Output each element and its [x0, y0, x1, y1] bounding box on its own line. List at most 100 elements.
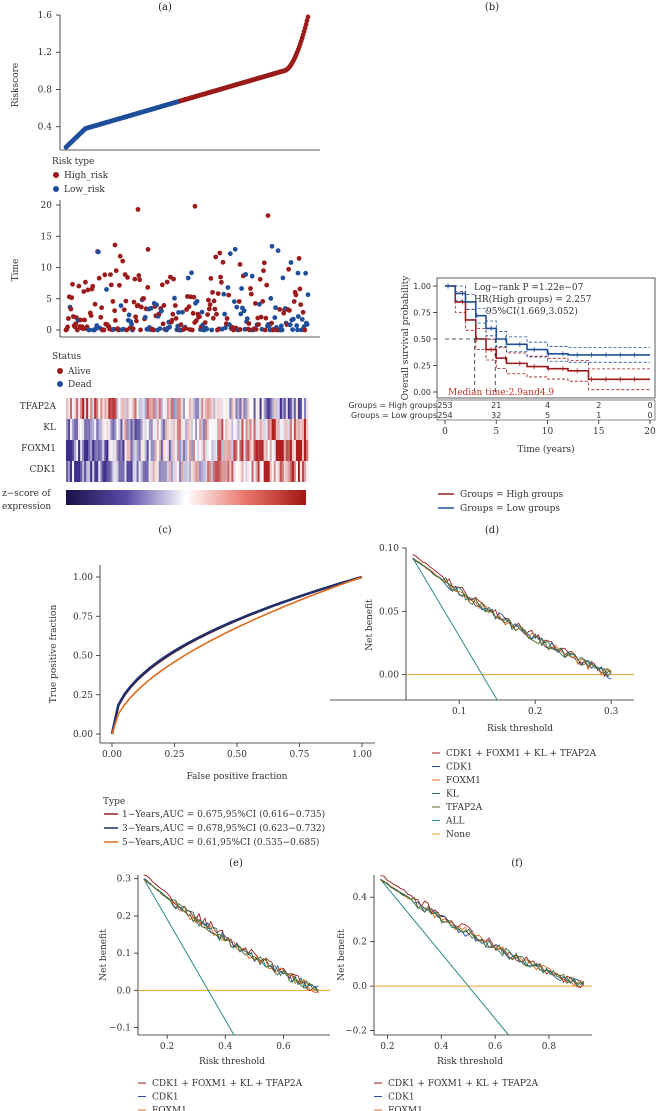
time-point — [210, 315, 216, 321]
time-point — [232, 246, 238, 252]
heatmap-cell — [239, 419, 242, 440]
heatmap-cell — [231, 398, 234, 419]
heatmap-cell — [251, 461, 254, 482]
heatmap-cell — [301, 398, 305, 419]
heatmap-cell — [299, 461, 303, 482]
heatmap-cell — [126, 461, 129, 482]
km-ci: 95%CI(1.669,3.052) — [486, 306, 578, 317]
heatmap-cell — [273, 419, 277, 440]
time-point — [197, 314, 202, 320]
heatmap-cell — [233, 419, 236, 440]
heatmap-cell — [191, 461, 194, 482]
heatmap-cell — [88, 440, 91, 461]
time-point — [136, 273, 142, 278]
time-point — [135, 207, 141, 212]
heatmap-cell — [237, 419, 240, 440]
heatmap-cell — [279, 440, 283, 461]
heatmap-cell — [275, 398, 279, 419]
time-point — [258, 314, 264, 320]
heatmap-cell — [126, 398, 129, 419]
heatmap-cell — [187, 461, 190, 482]
heatmap-cell — [176, 419, 180, 440]
risk-count: 0 — [647, 401, 652, 410]
heatmap-cell — [255, 440, 258, 461]
heatmap-cell — [88, 461, 91, 482]
heatmap-cell — [116, 419, 119, 440]
heatmap-cell — [162, 398, 166, 419]
time-point — [294, 323, 300, 328]
time-point — [296, 256, 302, 261]
heatmap-cell — [142, 440, 145, 461]
heatmap-cell — [299, 398, 303, 419]
heatmap-cell — [92, 419, 95, 440]
time-point — [118, 303, 124, 309]
dca-legend-label: ALL — [445, 817, 464, 827]
time-point — [104, 287, 109, 292]
heatmap-cell — [205, 398, 208, 419]
heatmap-cell — [142, 398, 145, 419]
heatmap-cell — [287, 440, 291, 461]
heatmap-cell — [164, 419, 168, 440]
heatmap-cell — [225, 440, 228, 461]
time-point — [99, 305, 104, 311]
heatmap-cell — [233, 398, 236, 419]
heatmap-cell — [291, 419, 295, 440]
heatmap-cell — [94, 461, 97, 482]
risk-count: 253 — [437, 401, 452, 410]
heatmap-cell — [132, 461, 135, 482]
heatmap-cell — [76, 398, 79, 419]
heatmap-cell — [80, 398, 83, 419]
heatmap-cell — [70, 398, 73, 419]
dca-all-line — [143, 878, 235, 1036]
dca-legend-label: CDK1 — [446, 763, 473, 773]
time-point — [160, 321, 166, 327]
riskscore-y-ticks: 0.4 0.8 1.2 1.6 — [38, 11, 60, 133]
heatmap-cell — [84, 461, 87, 482]
dca-legend-label: FOXM1 — [446, 776, 481, 786]
time-point — [265, 213, 271, 219]
heatmap-cell — [106, 398, 109, 419]
heatmap-cell — [180, 419, 184, 440]
time-y-tick-label: 0 — [46, 326, 52, 336]
heatmap-cell — [257, 461, 260, 482]
time-point — [69, 295, 75, 301]
heatmap-cell — [223, 419, 226, 440]
heatmap-cell — [277, 419, 281, 440]
time-point — [243, 272, 249, 277]
heatmap-cell — [253, 440, 256, 461]
heatmap-cell — [243, 419, 246, 440]
heatmap-cell — [74, 440, 77, 461]
time-point — [199, 309, 205, 315]
heatmap-cell — [267, 461, 270, 482]
time-point — [275, 248, 281, 254]
heatmap-cell — [160, 419, 164, 440]
heatmap-cell — [269, 419, 272, 440]
heatmap-cell — [104, 398, 107, 419]
heatmap-cell — [287, 461, 291, 482]
time-point — [305, 292, 311, 298]
heatmap-cell — [229, 440, 232, 461]
km-legend-low: Groups = Low groups — [460, 504, 560, 514]
km-median-time: Median time:2.9and4.9 — [448, 388, 554, 398]
heatmap-cell — [269, 440, 272, 461]
heatmap-cell — [124, 440, 127, 461]
roc-x-tick-label: 0.50 — [227, 750, 247, 760]
heatmap-cell — [176, 461, 180, 482]
dca-f-legend: CDK1 + FOXM1 + KL + TFAP2A CDK1 FOXM1 KL TFA… — [432, 749, 597, 840]
time-point — [273, 305, 278, 311]
time-point — [297, 286, 303, 292]
heatmap-cell — [96, 419, 99, 440]
roc-x-tick-label: 0.75 — [289, 750, 309, 760]
dca-y-tick-label: 0.4 — [353, 893, 368, 903]
dca-model-curve — [412, 558, 612, 674]
heatmap-cell — [152, 440, 156, 461]
km-x-label: Time (years) — [517, 444, 574, 455]
km-y-tick-label: 0.25 — [413, 362, 431, 371]
heatmap-cell — [136, 419, 139, 440]
time-point — [248, 291, 254, 297]
heatmap-cell — [197, 419, 200, 440]
heatmap-cell — [283, 398, 287, 419]
heatmap-cell — [132, 419, 135, 440]
heatmap-cell — [213, 419, 216, 440]
heatmap-cell — [297, 461, 301, 482]
